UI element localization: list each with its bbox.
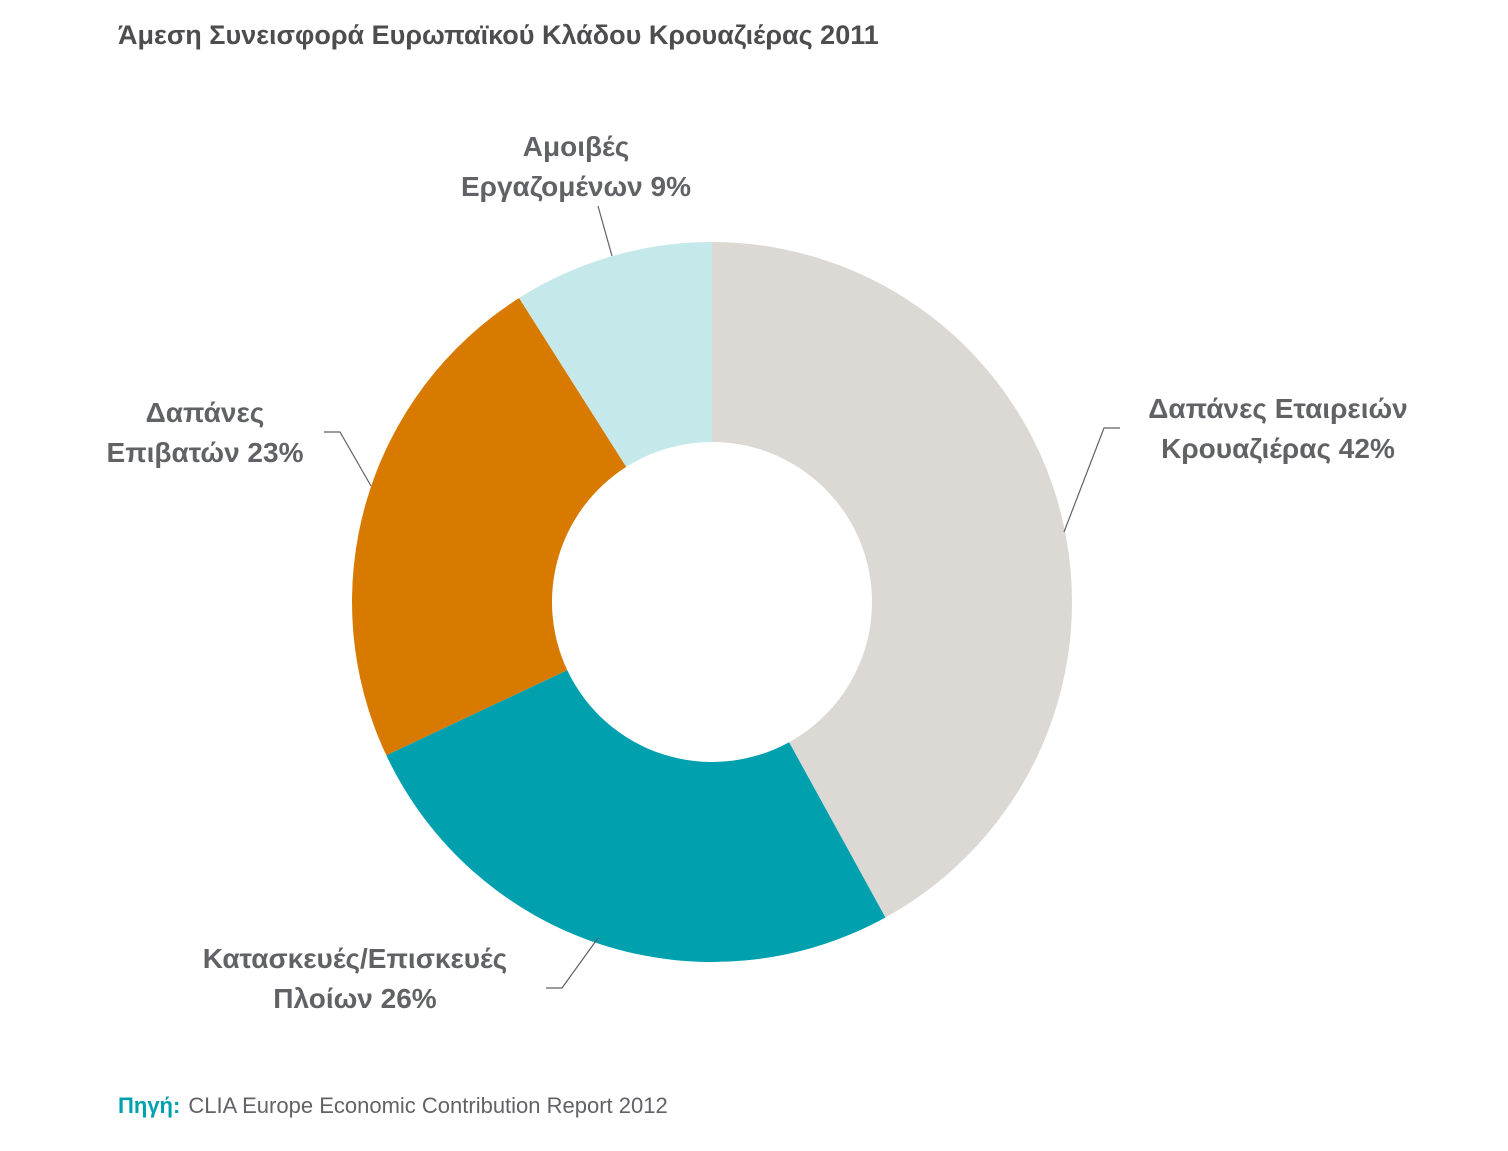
slice-label-line: Εργαζομένων 9% [461, 171, 691, 202]
slice-labels-group: Δαπάνες Εταιρειών Κρουαζιέρας 42% Κατασκευ… [107, 131, 1408, 1014]
leader-line-1 [1063, 427, 1120, 533]
slice-label-line: Πλοίων 26% [273, 983, 436, 1014]
source-note: Πηγή: CLIA Europe Economic Contribution R… [118, 1093, 668, 1119]
slice-label-4: Αμοιβές Εργαζομένων 9% [461, 131, 691, 202]
slices-group [352, 242, 1073, 962]
slice-label-2: Κατασκευές/Επισκευές Πλοίων 26% [203, 943, 508, 1014]
donut-slice-2 [386, 670, 886, 962]
leader-lines-group [324, 205, 1120, 989]
slice-label-line: Επιβατών 23% [107, 437, 304, 468]
source-label: Πηγή: [118, 1093, 181, 1118]
slice-label-3: Δαπάνες Επιβατών 23% [107, 397, 304, 468]
leader-line-2 [546, 937, 599, 989]
slice-label-line: Δαπάνες [146, 397, 265, 428]
slice-label-line: Κρουαζιέρας 42% [1161, 433, 1395, 464]
slice-label-line: Δαπάνες Εταιρειών [1148, 393, 1407, 424]
donut-slice-4 [519, 242, 712, 467]
leader-line-3 [324, 431, 372, 487]
slice-label-line: Κατασκευές/Επισκευές [203, 943, 508, 974]
slice-label-1: Δαπάνες Εταιρειών Κρουαζιέρας 42% [1148, 393, 1407, 464]
slice-label-line: Αμοιβές [523, 131, 630, 162]
donut-slice-3 [352, 298, 627, 756]
chart-title: Άμεση Συνεισφορά Ευρωπαϊκού Κλάδου Κρουα… [118, 20, 879, 50]
donut-slice-1 [712, 242, 1073, 918]
source-text: CLIA Europe Economic Contribution Report… [188, 1093, 668, 1118]
leader-line-4 [597, 205, 613, 257]
